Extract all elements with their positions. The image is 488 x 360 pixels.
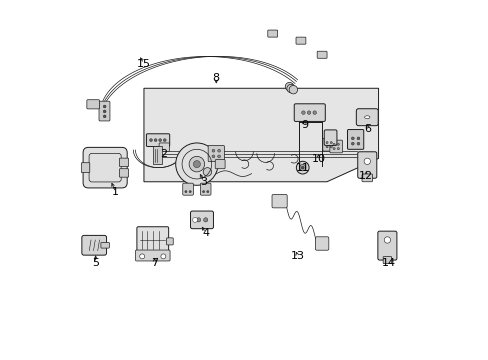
FancyBboxPatch shape <box>383 257 391 264</box>
Polygon shape <box>152 147 161 164</box>
FancyBboxPatch shape <box>166 238 173 245</box>
Circle shape <box>301 166 304 169</box>
Circle shape <box>364 158 370 165</box>
FancyBboxPatch shape <box>119 169 128 177</box>
FancyBboxPatch shape <box>137 227 168 252</box>
Circle shape <box>351 142 353 145</box>
Circle shape <box>301 111 305 114</box>
FancyBboxPatch shape <box>87 100 100 109</box>
FancyBboxPatch shape <box>101 242 109 248</box>
Text: 8: 8 <box>212 73 220 83</box>
Circle shape <box>217 149 220 152</box>
Circle shape <box>332 148 334 150</box>
Text: 13: 13 <box>290 251 304 261</box>
Circle shape <box>212 155 214 158</box>
Circle shape <box>103 115 106 118</box>
FancyBboxPatch shape <box>361 174 372 182</box>
Text: 5: 5 <box>92 258 99 268</box>
Circle shape <box>356 142 359 145</box>
Circle shape <box>103 110 106 113</box>
Text: 2: 2 <box>160 149 166 158</box>
FancyBboxPatch shape <box>294 104 325 121</box>
FancyBboxPatch shape <box>159 143 169 152</box>
Circle shape <box>217 155 220 158</box>
Text: 9: 9 <box>300 120 307 130</box>
Circle shape <box>312 111 316 114</box>
FancyBboxPatch shape <box>83 147 127 188</box>
Circle shape <box>193 161 200 168</box>
FancyBboxPatch shape <box>81 235 106 255</box>
Circle shape <box>202 190 204 193</box>
Circle shape <box>159 139 161 141</box>
Circle shape <box>337 148 339 150</box>
FancyBboxPatch shape <box>317 51 326 58</box>
Circle shape <box>384 237 390 243</box>
FancyBboxPatch shape <box>81 163 90 172</box>
FancyBboxPatch shape <box>271 194 286 208</box>
FancyBboxPatch shape <box>183 183 193 195</box>
FancyBboxPatch shape <box>146 134 169 147</box>
Circle shape <box>175 143 218 185</box>
Circle shape <box>161 254 165 259</box>
Text: 15: 15 <box>137 59 151 68</box>
FancyBboxPatch shape <box>324 130 336 145</box>
Text: 1: 1 <box>112 187 119 197</box>
Circle shape <box>356 137 359 140</box>
FancyBboxPatch shape <box>329 140 342 153</box>
Circle shape <box>325 146 327 148</box>
Circle shape <box>103 105 106 108</box>
Text: 10: 10 <box>311 154 325 164</box>
Circle shape <box>332 143 334 145</box>
FancyBboxPatch shape <box>347 130 363 149</box>
Circle shape <box>149 139 152 141</box>
Circle shape <box>206 190 208 193</box>
Circle shape <box>189 190 191 193</box>
Circle shape <box>189 156 204 172</box>
FancyBboxPatch shape <box>322 138 335 151</box>
FancyBboxPatch shape <box>357 152 376 178</box>
Circle shape <box>154 139 157 141</box>
Circle shape <box>325 141 327 144</box>
Circle shape <box>351 137 353 140</box>
Circle shape <box>329 146 332 148</box>
Text: 7: 7 <box>151 258 158 268</box>
Circle shape <box>203 168 211 176</box>
FancyBboxPatch shape <box>190 211 213 229</box>
Text: 11: 11 <box>295 163 309 173</box>
FancyBboxPatch shape <box>208 145 224 162</box>
Circle shape <box>140 254 144 259</box>
Text: 6: 6 <box>364 124 371 134</box>
FancyBboxPatch shape <box>135 250 170 261</box>
Circle shape <box>212 149 214 152</box>
Circle shape <box>306 111 310 114</box>
Ellipse shape <box>364 116 369 118</box>
Text: 3: 3 <box>200 177 207 187</box>
Circle shape <box>299 165 305 171</box>
Circle shape <box>329 141 332 144</box>
Text: 12: 12 <box>358 171 372 181</box>
Text: 4: 4 <box>202 228 209 238</box>
FancyBboxPatch shape <box>315 237 328 250</box>
Circle shape <box>184 190 186 193</box>
FancyBboxPatch shape <box>377 231 396 260</box>
Circle shape <box>296 161 308 174</box>
FancyBboxPatch shape <box>119 158 128 167</box>
Circle shape <box>285 82 293 91</box>
FancyBboxPatch shape <box>356 109 377 126</box>
Circle shape <box>203 218 207 222</box>
FancyBboxPatch shape <box>99 101 110 121</box>
FancyBboxPatch shape <box>215 159 224 169</box>
Circle shape <box>163 139 166 141</box>
FancyBboxPatch shape <box>200 183 210 195</box>
FancyBboxPatch shape <box>295 37 305 44</box>
Circle shape <box>196 218 201 222</box>
FancyBboxPatch shape <box>267 30 277 37</box>
Polygon shape <box>143 88 378 182</box>
Text: 14: 14 <box>381 258 395 268</box>
Circle shape <box>286 84 295 93</box>
Circle shape <box>288 85 297 94</box>
Circle shape <box>337 143 339 145</box>
Circle shape <box>192 217 197 222</box>
